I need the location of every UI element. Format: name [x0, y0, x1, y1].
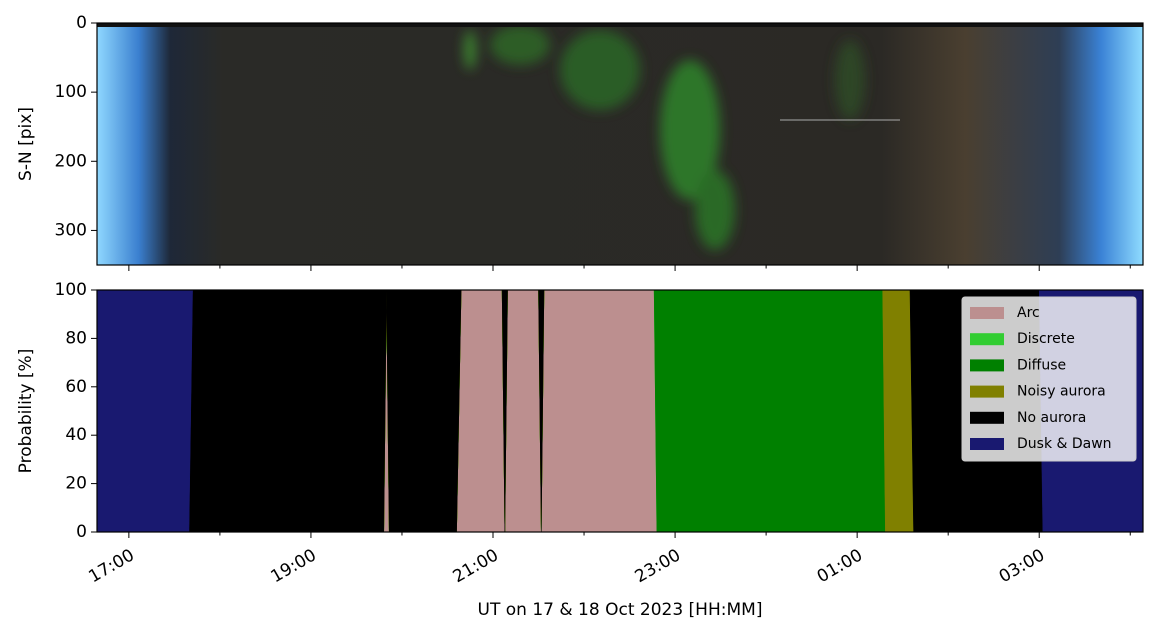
x-tick-label: 03:00 [996, 545, 1048, 587]
x-tick-label: 01:00 [814, 545, 866, 587]
legend-label: No aurora [1017, 410, 1086, 426]
y-axis-label: S-N [pix] [16, 107, 36, 181]
legend-label: Discrete [1017, 331, 1075, 347]
legend-swatch [970, 411, 1004, 424]
y-tick-label: 20 [65, 474, 87, 494]
aurora-glow [464, 25, 865, 250]
y-tick-label: 100 [55, 280, 87, 300]
x-tick-label: 19:00 [267, 545, 319, 587]
legend-box [961, 296, 1137, 462]
y-tick-label: 0 [76, 13, 87, 33]
axes-frame-top [96, 22, 1144, 266]
legend-label: Noisy aurora [1017, 384, 1106, 400]
legend-swatch [970, 385, 1004, 398]
x-tick-label: 23:00 [632, 545, 684, 587]
y-tick-label: 300 [55, 220, 87, 240]
y-tick-label: 100 [55, 82, 87, 102]
axes-frame-bottom [96, 289, 1144, 533]
legend-swatch [970, 359, 1004, 372]
y-axis-label: Probability [%] [16, 349, 36, 474]
y-tick-label: 200 [55, 151, 87, 171]
keogram-image [97, 23, 1143, 265]
y-tick-label: 60 [65, 377, 87, 397]
legend-swatch [970, 438, 1004, 450]
legend-label: Diffuse [1017, 357, 1066, 373]
y-tick-label: 0 [76, 522, 87, 542]
y-tick-label: 40 [65, 425, 87, 445]
legend-label: Arc [1017, 305, 1040, 321]
legend-swatch [970, 307, 1004, 319]
legend: Arc Discrete Diffuse Noisy aurora No aurora D… [961, 296, 1137, 462]
x-axis-label: UT on 17 & 18 Oct 2023 [HH:MM] [478, 600, 763, 620]
top-edge [97, 23, 1143, 27]
legend-swatch [970, 333, 1004, 346]
x-tick-label: 21:00 [450, 545, 502, 587]
x-tick-label: 17:00 [85, 545, 137, 587]
y-tick-label: 80 [65, 328, 87, 348]
legend-label: Dusk & Dawn [1017, 436, 1112, 452]
